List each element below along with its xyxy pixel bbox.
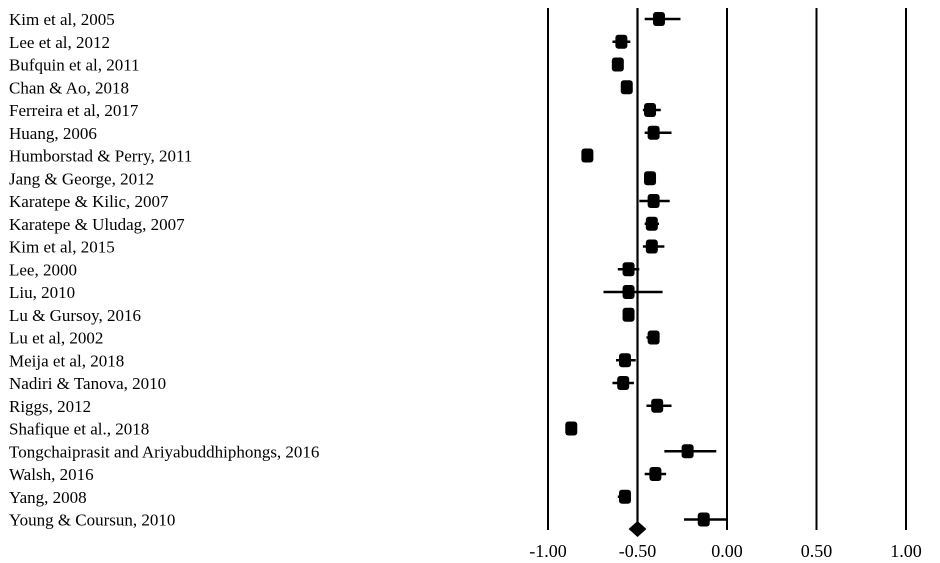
- summary-diamond: [628, 521, 647, 537]
- x-axis-ticks: -1.00 -0.50 0.00 0.50 1.00: [529, 541, 922, 561]
- reference-lines: [547, 8, 907, 530]
- study-label: Shafique et al., 2018: [9, 420, 149, 439]
- study-label: Karatepe & Kilic, 2007: [9, 192, 169, 211]
- study-label: Kim et al, 2005: [9, 10, 115, 29]
- study-label: Liu, 2010: [9, 283, 75, 302]
- point-estimate-marker: [644, 103, 657, 117]
- study-label: Kim et al, 2015: [9, 238, 115, 257]
- point-estimate-marker: [565, 421, 578, 436]
- study-label: Young & Coursun, 2010: [9, 511, 175, 530]
- x-tick-label: -0.50: [619, 541, 657, 561]
- point-estimate-marker: [647, 194, 660, 208]
- study-label: Lu & Gursoy, 2016: [9, 306, 141, 325]
- study-label: Ferreira et al, 2017: [9, 101, 139, 120]
- point-estimate-marker: [651, 398, 664, 413]
- point-estimate-marker: [618, 489, 631, 504]
- study-label: Humborstad & Perry, 2011: [9, 147, 192, 166]
- study-label: Nadiri & Tanova, 2010: [9, 374, 166, 393]
- study-label: Huang, 2006: [9, 124, 97, 143]
- point-estimate-marker: [645, 216, 658, 231]
- point-estimate-marker: [617, 376, 630, 390]
- study-label: Lu et al, 2002: [9, 329, 103, 348]
- point-estimate-marker: [622, 307, 635, 322]
- point-estimate-marker: [644, 171, 657, 186]
- x-tick-label: 0.00: [711, 541, 743, 561]
- study-label: Chan & Ao, 2018: [9, 78, 129, 97]
- point-estimate-marker: [622, 262, 635, 277]
- study-label: Tongchaiprasit and Ariyabuddhiphongs, 20…: [9, 442, 319, 461]
- point-estimate-marker: [647, 125, 660, 140]
- x-tick-label: 0.50: [801, 541, 833, 561]
- point-estimate-marker: [611, 57, 624, 72]
- study-labels: Kim et al, 2005 Lee et al, 2012 Bufquin et…: [9, 10, 319, 530]
- point-estimate-marker: [647, 330, 660, 345]
- study-label: Riggs, 2012: [9, 397, 91, 416]
- study-markers: [565, 12, 727, 527]
- point-estimate-marker: [652, 12, 665, 26]
- x-tick-label: 1.00: [890, 541, 922, 561]
- point-estimate-marker: [620, 80, 633, 95]
- point-estimate-marker: [622, 285, 635, 299]
- x-tick-label: -1.00: [529, 541, 567, 561]
- study-label: Lee, 2000: [9, 260, 77, 279]
- point-estimate-marker: [649, 467, 662, 481]
- study-label: Yang, 2008: [9, 488, 87, 507]
- study-label: Meija et al, 2018: [9, 351, 124, 370]
- point-estimate-marker: [581, 148, 594, 163]
- study-label: Karatepe & Uludag, 2007: [9, 215, 185, 234]
- point-estimate-marker: [697, 512, 710, 527]
- study-label: Bufquin et al, 2011: [9, 56, 140, 75]
- point-estimate-marker: [618, 353, 631, 368]
- study-label: Lee et al, 2012: [9, 33, 110, 52]
- point-estimate-marker: [681, 444, 694, 459]
- point-estimate-marker: [645, 239, 658, 254]
- summary-diamond-group: [628, 521, 647, 537]
- study-label: Jang & George, 2012: [9, 169, 154, 188]
- study-label: Walsh, 2016: [9, 465, 94, 484]
- point-estimate-marker: [615, 34, 628, 49]
